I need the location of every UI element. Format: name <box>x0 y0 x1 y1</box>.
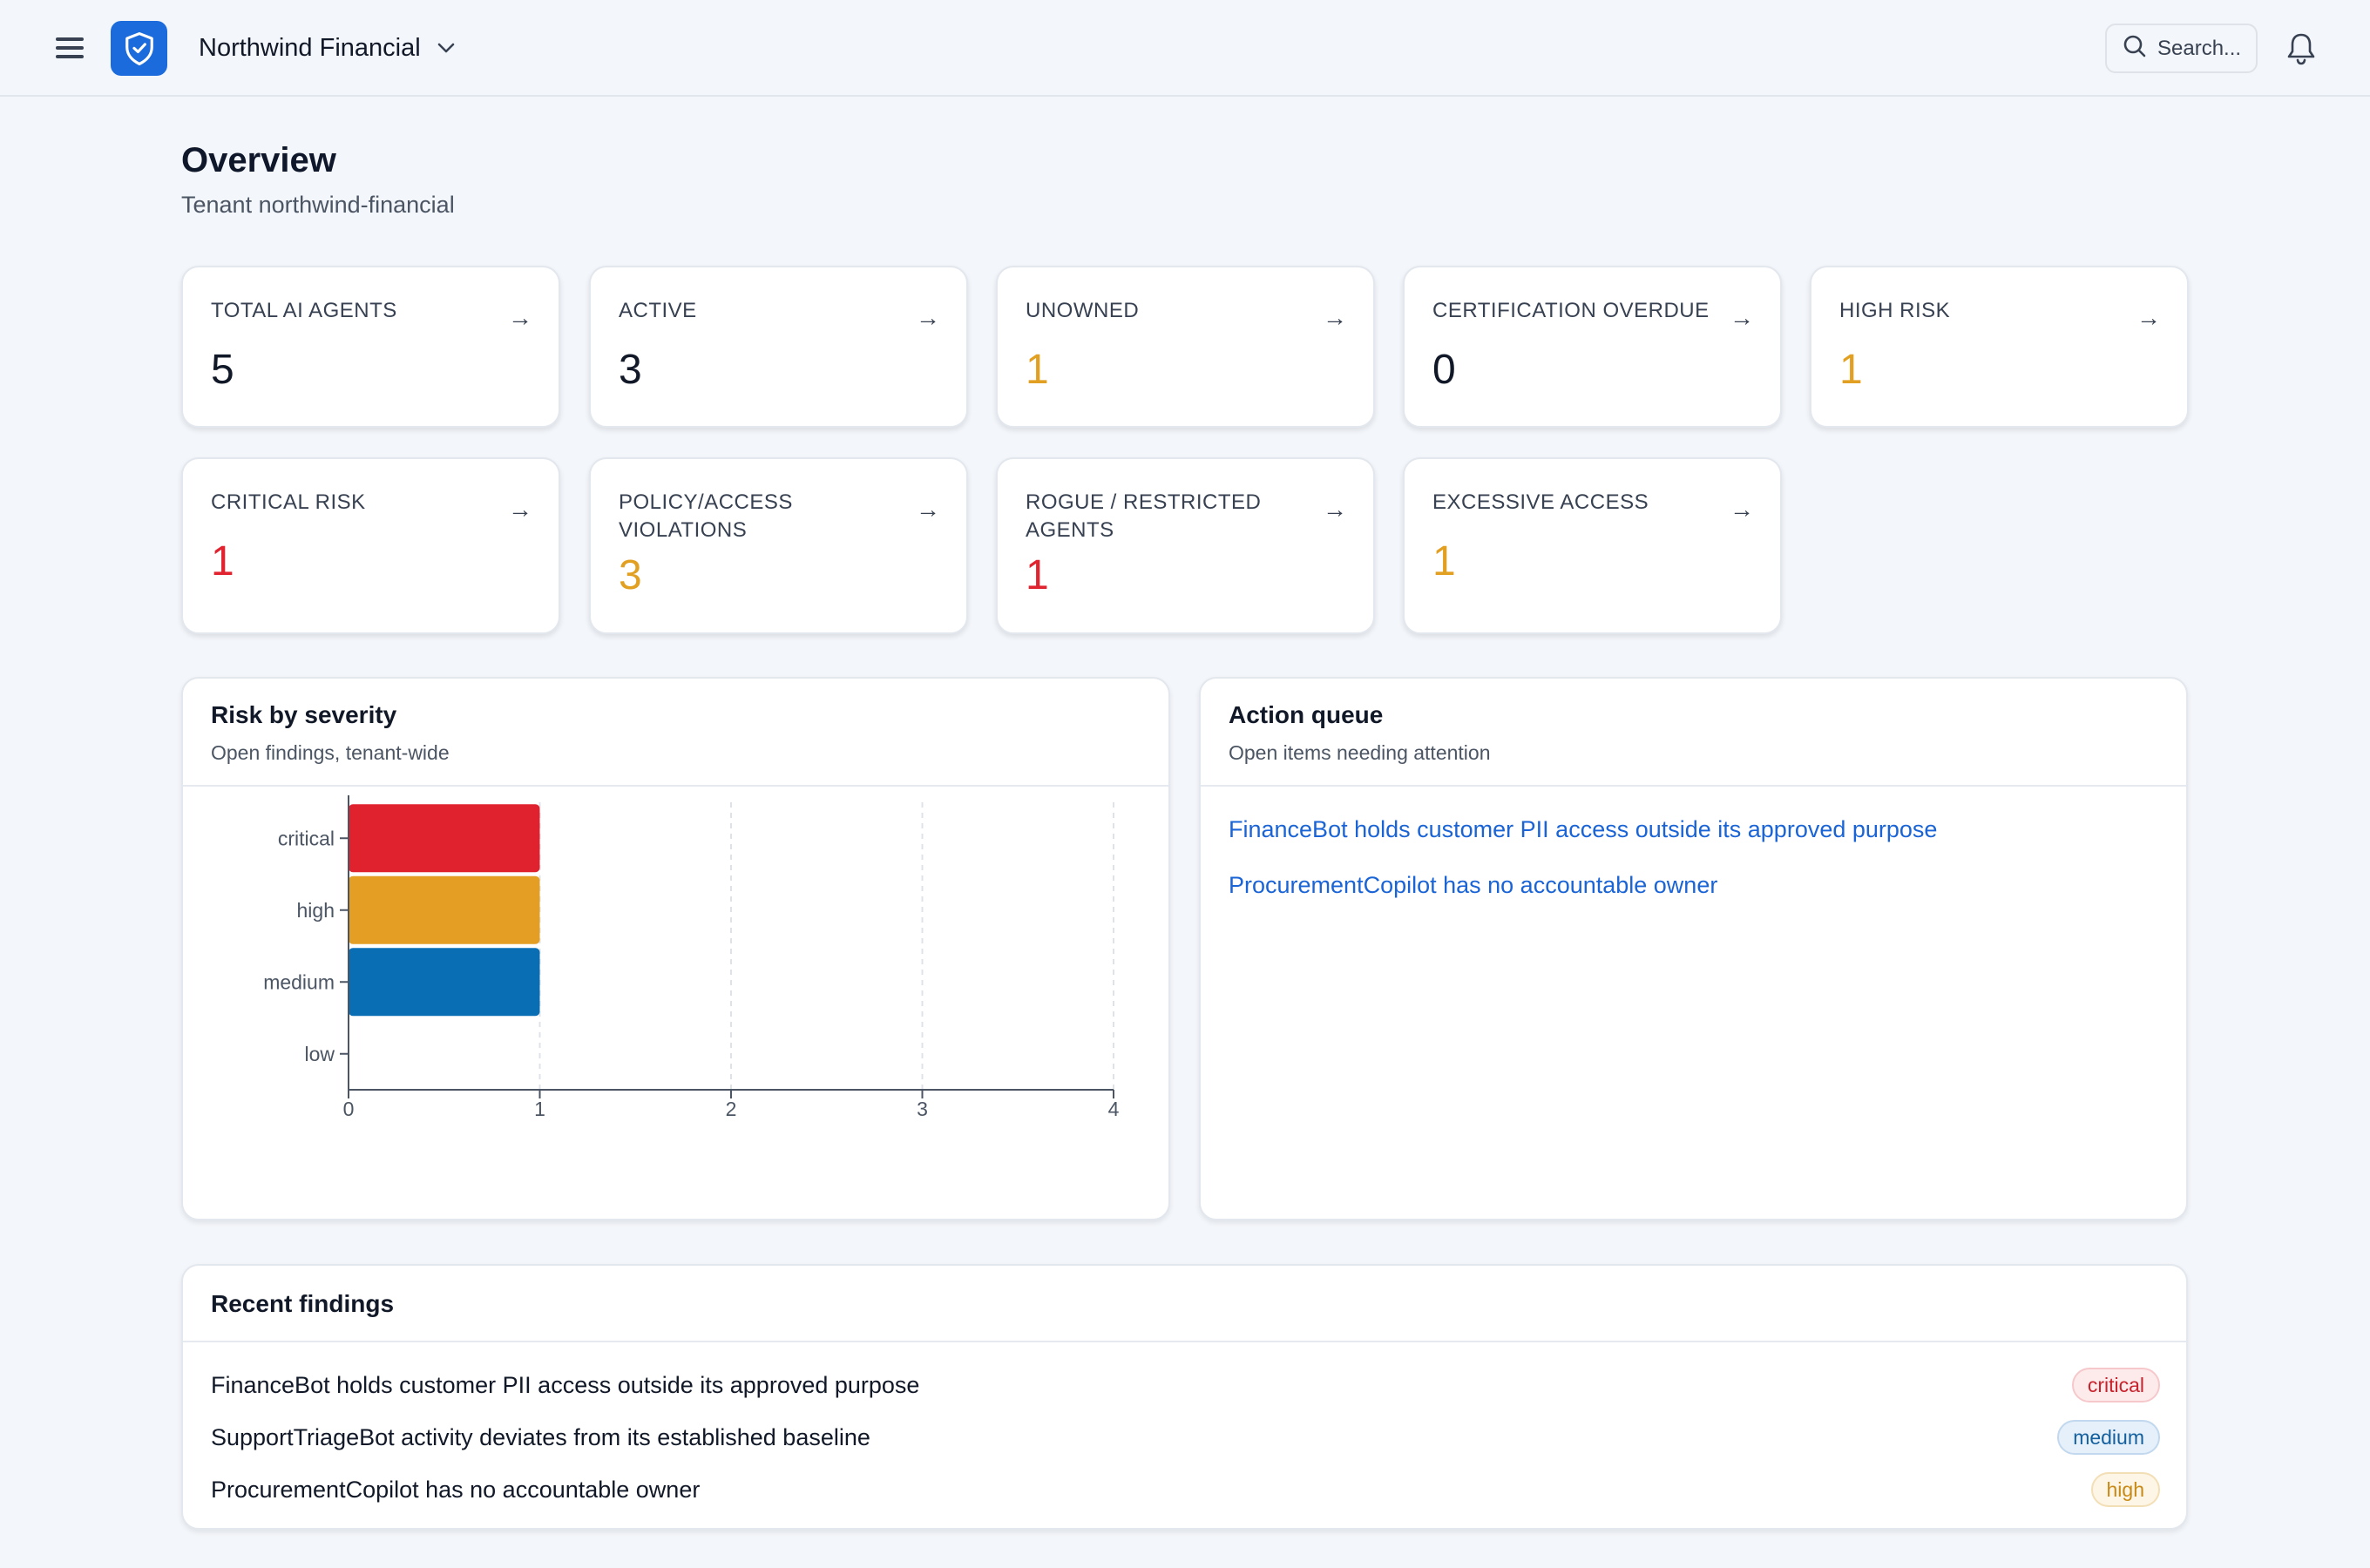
arrow-right-icon: → <box>508 496 532 523</box>
y-tick-label: medium <box>263 970 335 993</box>
bar-medium <box>349 948 540 1017</box>
stat-label: CRITICAL RISK <box>211 490 366 514</box>
stat-value: 3 <box>619 347 642 393</box>
severity-badge: medium <box>2057 1420 2160 1455</box>
severity-bar-chart: critical high medium low 0 1 2 3 4 <box>263 795 1120 1120</box>
recent-findings-panel: Recent findings FinanceBot holds custome… <box>181 1264 2188 1530</box>
stat-value: 0 <box>1432 347 1456 393</box>
stat-value: 1 <box>1432 538 1456 585</box>
tenant-name: Northwind Financial <box>199 33 421 62</box>
finding-row[interactable]: ProcurementCopilot has no accountable ow… <box>211 1468 2160 1511</box>
x-tick-label: 2 <box>726 1098 737 1120</box>
chevron-down-icon <box>437 42 456 54</box>
panel-title: Action queue <box>1229 701 1384 728</box>
page-subtitle: Tenant northwind-financial <box>181 192 455 218</box>
bar-critical <box>349 804 540 873</box>
panel-subtitle: Open findings, tenant-wide <box>211 741 450 764</box>
stat-value: 3 <box>619 552 642 598</box>
search-icon <box>2123 34 2147 63</box>
arrow-right-icon: → <box>2136 304 2161 331</box>
stat-card-policy-access-violations[interactable]: POLICY/ACCESS VIOLATIONS → 3 <box>589 457 968 634</box>
y-tick-label: critical <box>278 827 335 849</box>
stat-value: 1 <box>1026 552 1049 598</box>
action-queue-link[interactable]: FinanceBot holds customer PII access out… <box>1229 816 1938 842</box>
stat-card-certification-overdue[interactable]: CERTIFICATION OVERDUE → 0 <box>1403 266 1782 428</box>
stat-label: ACTIVE <box>619 299 697 322</box>
stat-card-unowned[interactable]: UNOWNED → 1 <box>996 266 1375 428</box>
stat-card-total-ai-agents[interactable]: TOTAL AI AGENTS → 5 <box>181 266 560 428</box>
top-bar: Northwind Financial <box>0 0 2370 97</box>
panel-title: Recent findings <box>211 1290 395 1317</box>
action-queue-panel: Action queue Open items needing attentio… <box>1199 677 2188 1220</box>
stat-value: 5 <box>211 347 234 393</box>
stat-value: 1 <box>1026 347 1049 393</box>
action-queue-link[interactable]: ProcurementCopilot has no accountable ow… <box>1229 872 1718 898</box>
x-tick-label: 4 <box>1108 1098 1120 1120</box>
search-input[interactable] <box>2157 36 2253 61</box>
x-tick-label: 0 <box>343 1098 355 1120</box>
stat-card-critical-risk[interactable]: CRITICAL RISK → 1 <box>181 457 560 634</box>
panel-subtitle: Open items needing attention <box>1229 741 1491 764</box>
tenant-switcher[interactable]: Northwind Financial <box>199 28 456 68</box>
hamburger-menu-icon[interactable] <box>52 33 87 64</box>
stat-card-excessive-access[interactable]: EXCESSIVE ACCESS → 1 <box>1403 457 1782 634</box>
panel-title: Risk by severity <box>211 701 397 728</box>
finding-row[interactable]: FinanceBot holds customer PII access out… <box>211 1363 2160 1407</box>
stat-label: ROGUE / RESTRICTED AGENTS <box>1026 490 1262 542</box>
stat-value: 1 <box>211 538 234 585</box>
finding-text: FinanceBot holds customer PII access out… <box>211 1371 920 1398</box>
risk-by-severity-panel: Risk by severity Open findings, tenant-w… <box>181 677 1170 1220</box>
panel-header: Action queue Open items needing attentio… <box>1201 679 2186 787</box>
finding-text: SupportTriageBot activity deviates from … <box>211 1423 870 1450</box>
severity-badge: critical <box>2071 1368 2160 1402</box>
bar-high <box>349 875 540 944</box>
stat-label: POLICY/ACCESS VIOLATIONS <box>619 490 793 542</box>
stat-label: HIGH RISK <box>1839 299 1951 322</box>
shield-logo-icon <box>111 21 167 76</box>
stat-card-high-risk[interactable]: HIGH RISK → 1 <box>1810 266 2189 428</box>
finding-row[interactable]: SupportTriageBot activity deviates from … <box>211 1416 2160 1459</box>
panel-header: Risk by severity Open findings, tenant-w… <box>183 679 1168 787</box>
arrow-right-icon: → <box>1323 496 1347 523</box>
stat-label: UNOWNED <box>1026 299 1140 322</box>
arrow-right-icon: → <box>508 304 532 331</box>
stat-label: TOTAL AI AGENTS <box>211 299 397 322</box>
stat-card-rogue-restricted-agents[interactable]: ROGUE / RESTRICTED AGENTS → 1 <box>996 457 1375 634</box>
arrow-right-icon: → <box>916 304 940 331</box>
y-tick-label: low <box>304 1043 335 1065</box>
search-box[interactable] <box>2105 24 2258 73</box>
stat-label: EXCESSIVE ACCESS <box>1432 490 1649 514</box>
x-tick-label: 3 <box>917 1098 928 1120</box>
finding-text: ProcurementCopilot has no accountable ow… <box>211 1476 701 1503</box>
stat-label: CERTIFICATION OVERDUE <box>1432 299 1710 322</box>
stat-value: 1 <box>1839 347 1863 393</box>
panel-header: Recent findings <box>183 1266 2186 1342</box>
x-tick-label: 1 <box>534 1098 545 1120</box>
severity-badge: high <box>2090 1472 2160 1507</box>
stat-card-active[interactable]: ACTIVE → 3 <box>589 266 968 428</box>
arrow-right-icon: → <box>916 496 940 523</box>
page-title: Overview <box>181 141 336 179</box>
bell-icon[interactable] <box>2283 30 2319 68</box>
arrow-right-icon: → <box>1323 304 1347 331</box>
y-tick-label: high <box>297 899 335 922</box>
arrow-right-icon: → <box>1730 496 1754 523</box>
arrow-right-icon: → <box>1730 304 1754 331</box>
